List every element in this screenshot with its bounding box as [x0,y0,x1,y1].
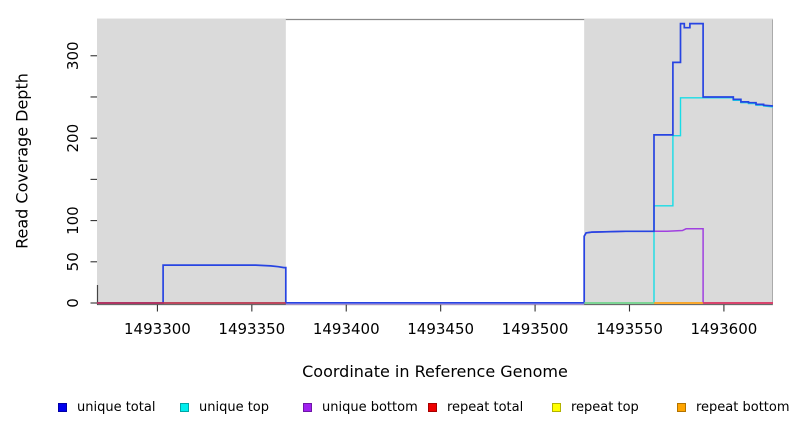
x-tick-label: 1493600 [690,320,757,338]
legend-label: unique top [199,400,270,415]
y-tick-label: 100 [64,206,82,235]
x-tick-label: 1493500 [502,320,569,338]
x-tick-label: 1493450 [407,320,474,338]
legend-item-repeat-top: repeat top [552,399,639,416]
x-tick-label: 1493350 [218,320,285,338]
y-tick-label: 200 [64,124,82,153]
legend-swatch-icon [180,403,189,412]
legend-swatch-icon [677,403,686,412]
legend-item-repeat-total: repeat total [428,399,523,416]
x-tick-label: 1493300 [124,320,191,338]
legend-swatch-icon [303,403,312,412]
legend-item-unique-bottom: unique bottom [303,399,418,416]
legend: unique total unique top unique bottom repea… [0,399,792,419]
legend-label: unique bottom [322,400,418,415]
legend-label: unique total [77,400,156,415]
legend-item-unique-top: unique top [180,399,269,416]
legend-swatch-icon [552,403,561,412]
x-tick-label: 1493550 [596,320,663,338]
legend-label: repeat total [447,400,524,415]
legend-swatch-icon [428,403,437,412]
legend-label: repeat bottom [696,400,790,415]
legend-swatch-icon [58,403,67,412]
x-axis-title: Coordinate in Reference Genome [302,362,568,381]
series-line-unique-total [97,22,774,304]
legend-item-repeat-bottom: repeat bottom [677,399,790,416]
legend-item-unique-total: unique total [58,399,155,416]
y-tick-label: 0 [64,298,82,308]
shaded-region-right [584,18,773,303]
legend-label: repeat top [571,400,639,415]
x-tick-label: 1493400 [313,320,380,338]
y-tick-label: 300 [64,41,82,70]
y-tick-label: 50 [64,252,82,271]
shaded-region-left [97,18,286,303]
y-axis-title: Read Coverage Depth [12,73,32,249]
